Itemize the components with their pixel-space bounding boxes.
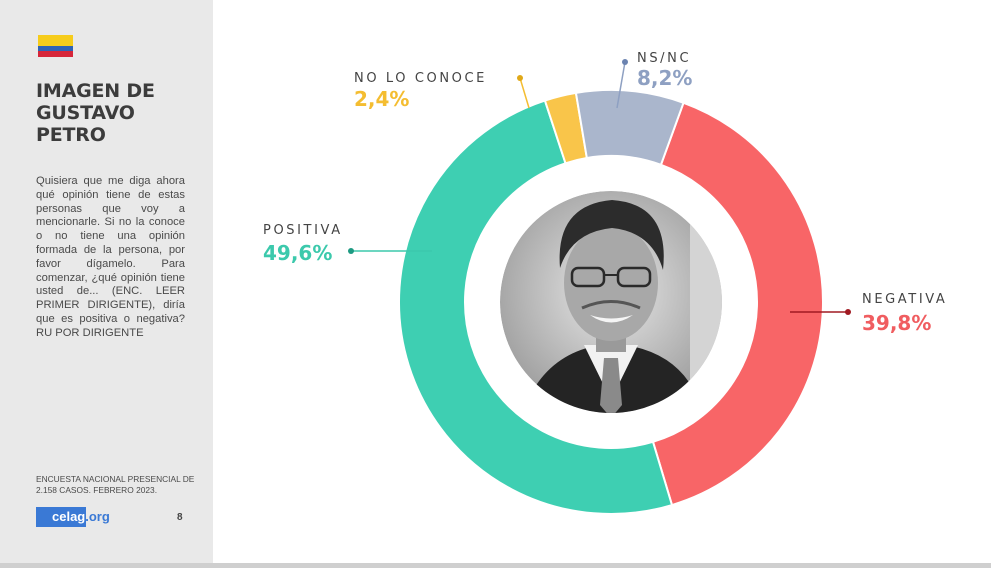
leader-line-ns-nc [616, 61, 626, 109]
donut-slices [398, 89, 824, 515]
page-number: 8 [177, 512, 183, 523]
leader-dot-no-lo-conoce [517, 75, 523, 81]
page-title: IMAGEN DE GUSTAVO PETRO [36, 80, 186, 146]
logo-main-text: celag [52, 509, 86, 524]
donut-slice-ns-nc [574, 89, 685, 167]
leader-dot-positiva [348, 248, 354, 254]
title-line-1: IMAGEN DE [36, 80, 155, 102]
label-value-positiva: 49,6% [263, 241, 332, 265]
label-negativa: NEGATIVA 39,8% [790, 292, 947, 335]
label-positiva: POSITIVA 49,6% [263, 223, 432, 265]
title-line-3: PETRO [36, 124, 106, 146]
leader-dot-negativa [845, 309, 851, 315]
logo-suffix-text: .org [85, 509, 110, 524]
question-description: Quisiera que me diga ahora qué opinión t… [36, 175, 185, 339]
label-name-negativa: NEGATIVA [862, 292, 947, 307]
label-no-lo-conoce: NO LO CONOCE 2,4% [354, 71, 530, 111]
sidebar: IMAGEN DE GUSTAVO PETRO Quisiera que me … [0, 0, 213, 568]
celag-logo[interactable]: celag.org [36, 507, 111, 527]
label-name-no-lo-conoce: NO LO CONOCE [354, 71, 487, 86]
survey-footnote: ENCUESTA NACIONAL PRESENCIAL DE 2.158 CA… [36, 474, 195, 495]
label-value-negativa: 39,8% [862, 311, 931, 335]
donut-slice-positiva [398, 99, 674, 515]
title-line-2: GUSTAVO [36, 102, 135, 124]
label-value-no-lo-conoce: 2,4% [354, 87, 409, 111]
label-name-ns-nc: NS/NC [637, 51, 691, 66]
label-ns-nc: NS/NC 8,2% [616, 51, 692, 109]
donut-slice-negativa [651, 101, 824, 507]
bottom-divider [0, 563, 991, 568]
portrait-photo-icon [500, 191, 722, 413]
label-value-ns-nc: 8,2% [637, 66, 692, 90]
leader-line-no-lo-conoce [519, 77, 530, 109]
label-name-positiva: POSITIVA [263, 223, 343, 238]
colombia-flag-icon [38, 35, 73, 57]
leader-dot-ns-nc [622, 59, 628, 65]
